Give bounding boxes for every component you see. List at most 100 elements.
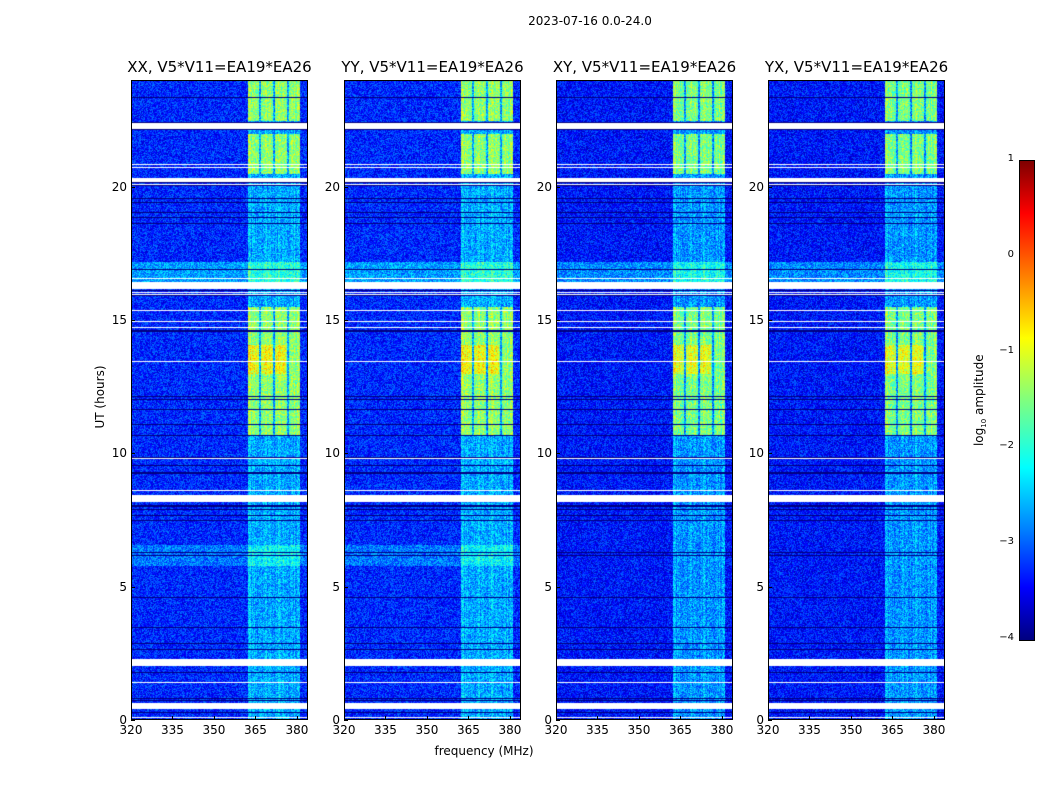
y-tick-mark [768,586,772,588]
panel-title: YX, V5*V11=EA19*EA26 [764,58,949,76]
heatmap-image [344,80,521,720]
y-tick-mark [768,720,772,721]
colorbar-tick-label: −2 [999,440,1014,452]
x-tick-mark [768,716,769,720]
y-tick-label: 5 [756,579,764,594]
colorbar [1019,160,1035,641]
heatmap-image [131,80,308,720]
y-tick-mark [556,186,560,188]
x-tick-mark [680,716,682,720]
x-tick-label: 365 [881,723,904,737]
colorbar-tick-label: 1 [1007,153,1014,164]
x-tick-label: 320 [544,723,568,737]
y-tick-label: 0 [332,713,340,727]
y-tick-label: 10 [111,446,127,461]
x-tick-mark [850,716,852,720]
y-tick-label: 20 [111,179,127,194]
axes-frame [768,80,945,720]
y-tick-mark [131,720,135,721]
y-tick-mark [344,186,348,188]
y-tick-mark [768,453,772,455]
y-tick-label: 0 [544,713,552,727]
y-tick-mark [131,453,135,455]
x-tick-mark [509,716,511,720]
x-tick-mark [933,716,935,720]
x-tick-label: 380 [710,723,734,737]
x-tick-mark [131,716,132,720]
y-tick-label: 0 [119,713,127,727]
y-tick-label: 5 [119,579,127,594]
x-tick-mark [255,716,257,720]
y-tick-mark [556,453,560,455]
x-tick-mark [638,716,640,720]
x-tick-mark [172,716,174,720]
x-tick-label: 335 [586,723,609,737]
y-tick-label: 15 [748,313,764,327]
y-tick-label: 15 [324,313,340,327]
colorbar-tick-label: 0 [1007,248,1014,260]
colorbar-tick-label: −3 [999,536,1014,548]
y-tick-mark [768,186,772,188]
x-tick-mark [721,716,723,720]
y-tick-label: 20 [536,179,552,194]
x-tick-label: 350 [202,723,226,737]
x-tick-label: 350 [839,723,863,737]
x-tick-label: 335 [161,723,184,737]
x-tick-label: 365 [457,723,480,737]
x-tick-label: 350 [627,723,651,737]
figure-title: 2023-07-16 0.0-24.0 [528,14,652,28]
heatmap-panel-xx: XX, V5*V11=EA19*EA26 320 335 350 365 380 0 5 10 1… [112,58,312,737]
y-tick-label: 20 [324,179,340,194]
heatmap-image [556,80,733,720]
y-tick-mark [131,586,135,588]
x-tick-label: 365 [244,723,267,737]
y-tick-mark [344,586,348,588]
y-tick-mark [344,320,348,321]
x-tick-mark [556,716,557,720]
y-tick-mark [556,586,560,588]
x-tick-label: 335 [798,723,821,737]
x-tick-mark [809,716,811,720]
colorbar-tick-label: −4 [999,632,1014,643]
x-tick-mark [385,716,387,720]
y-tick-label: 15 [536,313,552,327]
colorbar-tick-label: −1 [999,344,1014,356]
x-tick-mark [597,716,599,720]
x-tick-label: 320 [332,723,356,737]
x-tick-label: 320 [756,723,780,737]
axes-frame [344,80,521,720]
y-tick-mark [131,320,135,321]
x-tick-mark [296,716,298,720]
y-axis-label: UT (hours) [93,365,107,429]
y-tick-mark [344,720,348,721]
axes-frame [131,80,308,720]
panel-title: YY, V5*V11=EA19*EA26 [341,58,524,76]
y-tick-label: 5 [332,579,340,594]
panel-title: XX, V5*V11=EA19*EA26 [127,58,312,76]
y-tick-label: 20 [748,179,764,194]
x-tick-label: 380 [922,723,946,737]
y-tick-label: 10 [324,446,340,461]
heatmap-panel-xy: XY, V5*V11=EA19*EA26 320 335 350 365 380 0 5 10 1… [537,58,736,737]
y-tick-label: 10 [748,446,764,461]
x-tick-mark [892,716,894,720]
x-tick-label: 335 [374,723,397,737]
heatmap-image [768,80,945,720]
y-tick-mark [344,453,348,455]
y-tick-label: 10 [536,446,552,461]
x-tick-mark [426,716,428,720]
heatmap-panel-yy: YY, V5*V11=EA19*EA26 320 335 350 365 380 0 5 10 1… [325,58,524,737]
y-tick-mark [556,720,560,721]
x-tick-label: 380 [498,723,522,737]
y-tick-mark [556,320,560,321]
x-tick-mark [213,716,215,720]
x-tick-label: 365 [669,723,692,737]
panel-title: XY, V5*V11=EA19*EA26 [552,58,737,76]
y-tick-mark [768,320,772,321]
y-tick-label: 0 [756,713,764,727]
y-tick-label: 5 [544,579,552,594]
x-tick-label: 380 [285,723,309,737]
x-tick-label: 320 [119,723,143,737]
y-tick-mark [131,186,135,188]
